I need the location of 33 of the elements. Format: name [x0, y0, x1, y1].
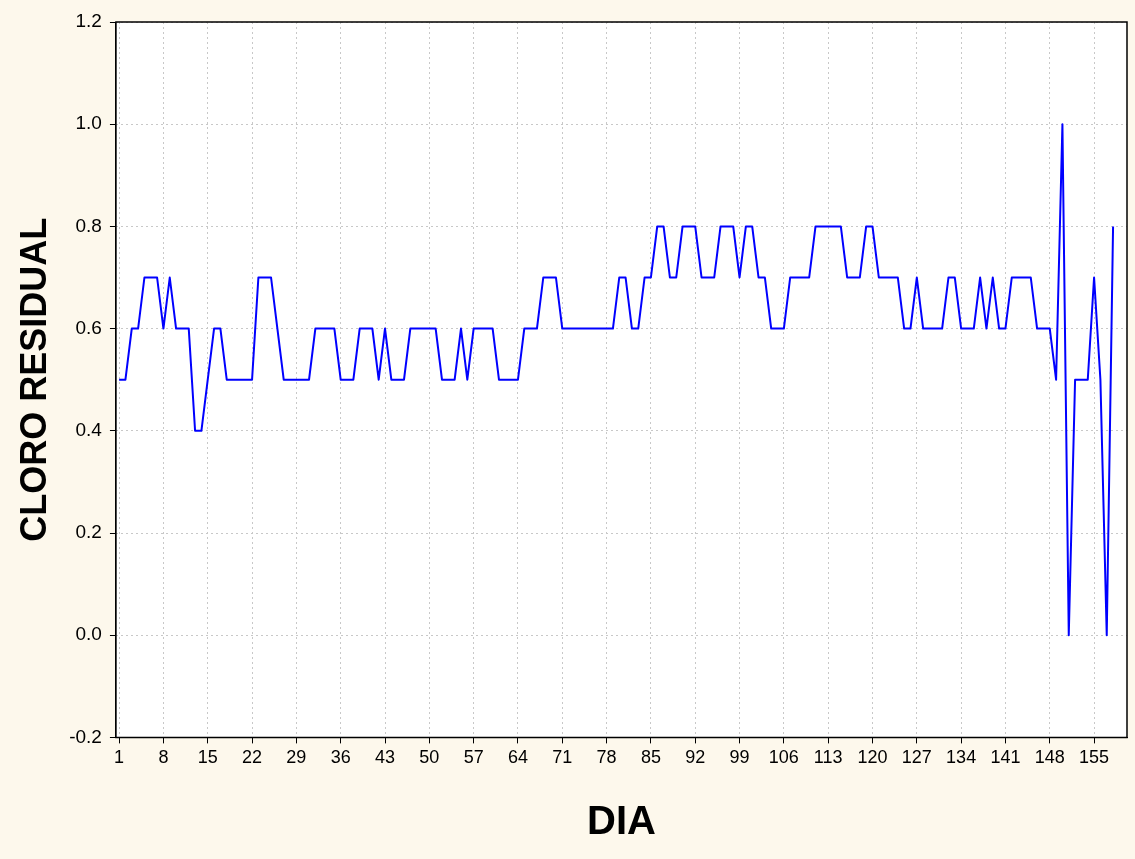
x-tick-label: 57: [463, 747, 484, 768]
x-tick-label: 71: [552, 747, 573, 768]
x-tick-label: 64: [507, 747, 528, 768]
x-tick-label: 92: [685, 747, 706, 768]
x-tick-label: 106: [768, 747, 799, 768]
x-tick-label: 1: [114, 747, 125, 768]
y-tick-label: 0.0: [75, 623, 102, 645]
y-tick-label: 0.8: [75, 214, 102, 236]
x-tick-label: 148: [1034, 747, 1065, 768]
x-tick-label: 127: [901, 747, 932, 768]
x-tick-label: 43: [374, 747, 396, 768]
y-tick-label: -0.2: [69, 725, 102, 747]
x-tick-label: 85: [640, 747, 661, 768]
x-tick-label: 141: [990, 747, 1021, 768]
y-tick-label: 1.2: [75, 10, 102, 32]
x-tick-label: 29: [286, 747, 307, 768]
x-tick-label: 99: [729, 747, 750, 768]
x-tick-label: 22: [242, 747, 263, 768]
x-tick-label: 155: [1079, 747, 1110, 768]
y-tick-label: 0.4: [75, 419, 103, 441]
x-tick-label: 15: [197, 747, 218, 768]
x-tick-label: 120: [857, 747, 888, 768]
y-axis-title: CLORO RESIDUAL: [12, 217, 54, 542]
x-tick-label: 8: [158, 747, 169, 768]
y-tick-label: 1.0: [75, 112, 102, 134]
x-tick-label: 134: [946, 747, 977, 768]
y-tick-label: 0.6: [75, 316, 102, 338]
y-tick-label: 0.2: [75, 521, 102, 543]
x-tick-label: 78: [596, 747, 617, 768]
x-tick-label: 50: [419, 747, 440, 768]
x-tick-label: 36: [330, 747, 351, 768]
x-tick-label: 113: [813, 747, 843, 768]
x-axis-title: DIA: [587, 798, 656, 843]
